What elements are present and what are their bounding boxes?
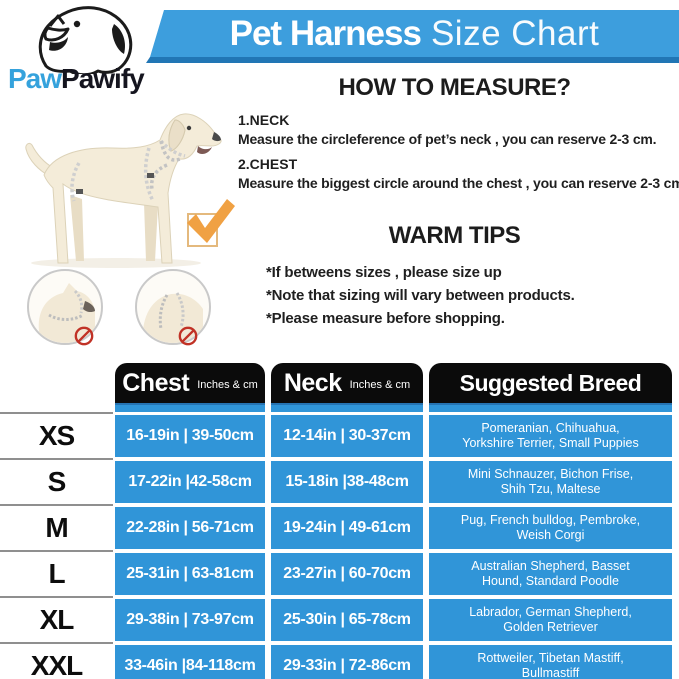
breed-line: Pug, French bulldog, Pembroke, [460,513,641,527]
size-label-xl: XL [39,604,75,635]
dog-head-line-art-icon [30,2,142,79]
chest-cell: 25-31in | 63-81cm [115,553,265,595]
breed-cell: Mini Schnauzer, Bichon Frise, Shih Tzu, … [429,461,672,503]
size-label-s: S [47,466,67,497]
row-divider [0,642,113,644]
red-prohibition-icon [74,326,94,351]
brand-name-pawify: Pawify [61,63,145,94]
breed-cell: Australian Shepherd, Basset Hound, Stand… [429,553,672,595]
warm-tips-section: WARM TIPS *If betweens sizes , please si… [232,222,677,333]
column-header-neck: Neck Inches & cm [271,363,423,403]
size-label-m: M [45,512,68,543]
breed-line: Golden Retriever [503,620,598,634]
banner-title-bold: Pet Harness [229,13,422,53]
measure-step-chest: 2.CHEST Measure the biggest circle aroun… [238,156,679,191]
breed-line: Labrador, German Shepherd, [469,605,632,619]
header-underline [115,403,265,412]
breed-line: Mini Schnauzer, Bichon Frise, [467,467,634,481]
column-subtitle: Inches & cm [197,379,258,391]
measure-step-neck: 1.NECK Measure the circleference of pet’… [238,112,677,147]
breed-line: Rottweiler, Tibetan Mastiff, [477,651,624,665]
breed-cell: Pug, French bulldog, Pembroke, Weish Cor… [429,507,672,549]
breed-line: Yorkshire Terrier, Small Puppies [462,436,639,450]
breed-line: Shih Tzu, Maltese [500,482,601,496]
red-prohibition-icon [178,326,198,351]
step-label: 2.CHEST [238,156,298,172]
brand-logo: PawPawify [8,63,145,95]
breed-line: Weish Corgi [516,528,585,542]
wrong-chest-measure-photo [135,269,211,345]
chest-cell: 17-22in |42-58cm [115,461,265,503]
breed-line: Pomeranian, Chihuahua, [481,421,620,435]
step-text: Measure the biggest circle around the ch… [238,175,679,191]
neck-cell: 12-14in | 30-37cm [271,415,423,457]
column-title: Chest [122,368,190,397]
tip-line: *Note that sizing will vary between prod… [266,287,575,304]
row-divider [0,412,113,414]
chest-cell: 16-19in | 39-50cm [115,415,265,457]
breed-line: Bullmastiff [521,666,580,679]
chest-cell: 22-28in | 56-71cm [115,507,265,549]
dog-measurement-photo [16,103,234,276]
column-subtitle: Inches & cm [349,379,411,391]
how-to-measure-heading: HOW TO MEASURE? [338,74,571,101]
orange-checkmark-icon [181,195,237,252]
row-divider [0,458,113,460]
row-divider [0,596,113,598]
warm-tips-heading: WARM TIPS [388,222,521,249]
how-to-measure-section: HOW TO MEASURE? 1.NECK Measure the circl… [232,74,679,200]
size-label-l: L [48,558,65,589]
column-title: Suggested Breed [459,369,642,396]
title-banner: Pet Harness Size Chart [150,10,679,57]
breed-line: Hound, Standard Poodle [482,574,619,588]
chest-cell: 33-46in |84-118cm [115,645,265,679]
row-divider [0,550,113,552]
neck-cell: 15-18in |38-48cm [271,461,423,503]
step-label: 1.NECK [238,112,290,128]
breed-cell: Labrador, German Shepherd, Golden Retrie… [429,599,672,641]
chest-cell: 29-38in | 73-97cm [115,599,265,641]
row-divider [0,504,113,506]
neck-cell: 19-24in | 49-61cm [271,507,423,549]
banner-title-light: Size Chart [430,13,600,53]
breed-cell: Rottweiler, Tibetan Mastiff, Bullmastiff [429,645,672,679]
size-label-xxl: XXL [30,650,83,679]
banner-shadow [146,57,679,63]
step-text: Measure the circleference of pet’s neck … [238,131,657,147]
neck-cell: 29-33in | 72-86cm [271,645,423,679]
neck-cell: 23-27in | 60-70cm [271,553,423,595]
breed-line: Australian Shepherd, Basset [471,559,630,573]
header-underline [429,403,672,412]
neck-cell: 25-30in | 65-78cm [271,599,423,641]
header-underline [271,403,423,412]
tip-line: *If betweens sizes , please size up [266,264,502,281]
breed-cell: Pomeranian, Chihuahua, Yorkshire Terrier… [429,415,672,457]
column-header-chest: Chest Inches & cm [115,363,265,403]
size-label-xs: XS [38,420,75,451]
column-title: Neck [283,368,342,397]
column-header-breed: Suggested Breed [429,363,672,403]
tip-line: *Please measure before shopping. [266,310,505,327]
brand-name-paw: Paw [8,63,62,94]
